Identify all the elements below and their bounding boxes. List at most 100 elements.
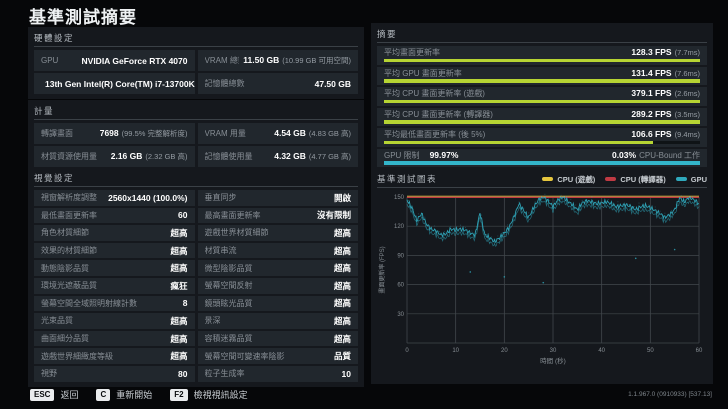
fps-bar-value: 289.2 FPS (3.5ms) <box>631 108 700 119</box>
section-divider <box>377 187 707 188</box>
legend-swatch <box>605 177 617 181</box>
setting-value: 超高 <box>333 227 351 238</box>
setting-cell: 容積迷霧品質 超高 <box>197 330 358 347</box>
benchmark-chart-panel: 基準測試圖表 CPU (遊戲) CPU (轉譯器) GPU 30 60 90 120 150… <box>371 168 713 384</box>
hardware-cell: CPU13th Gen Intel(R) Core(TM) i7-13700K <box>34 73 195 94</box>
setting-cell: 最低畫面更新率 60 <box>34 207 195 224</box>
hotkey-video-settings[interactable]: F2 檢視視訊設定 <box>170 388 248 401</box>
fps-bar-value-sub: (9.4ms) <box>674 130 700 139</box>
y-tick-label: 30 <box>397 312 404 318</box>
gpu-bound-label: GPU 限制 <box>384 150 420 160</box>
version-text: 1.1.967.0 (0910933) [537.13] <box>628 391 712 398</box>
c-key-badge: C <box>96 388 111 401</box>
setting-cell: 景深 超高 <box>197 313 358 329</box>
setting-value: 品質 <box>333 351 351 362</box>
x-axis-label: 時間 (秒) <box>540 356 566 365</box>
setting-cell: 遊戲世界細緻度等級 超高 <box>34 348 195 364</box>
fps-bar-track <box>384 99 700 103</box>
setting-value: 10 <box>341 368 351 379</box>
setting-label: 最低畫面更新率 <box>41 210 97 220</box>
setting-label: 動態陰影品質 <box>41 263 89 273</box>
fps-bar-track <box>384 140 700 144</box>
fps-bar-value-sub: (7.6ms) <box>674 68 700 78</box>
y-tick-label: 60 <box>397 283 404 289</box>
hardware-label: VRAM 總數 <box>204 56 240 65</box>
fps-bar-track <box>384 58 700 62</box>
metric-label: 記憶體使用量 <box>204 152 253 161</box>
metrics-section-title: 計量 <box>34 106 55 116</box>
gpu-bound-bar <box>384 161 700 165</box>
setting-cell: 螢幕空間可變速率陰影 品質 <box>197 348 358 364</box>
f2-key-badge: F2 <box>170 388 188 401</box>
metric-value: 4.54 GB (4.83 GB 高) <box>274 128 351 138</box>
setting-value: 超高 <box>333 298 351 309</box>
hotkey-restart-label: 重新開始 <box>116 390 153 400</box>
summary-panel: 摘要 平均畫面更新率 128.3 FPS (7.7ms) 平均 GPU 畫面更新率 13… <box>371 23 713 172</box>
setting-cell: 螢幕空間反射 超高 <box>197 277 358 294</box>
metric-value-sub: (4.83 GB 高) <box>308 129 351 138</box>
metric-cell: 記憶體使用量 4.32 GB (4.77 GB 高) <box>197 146 358 167</box>
fps-bar-value-sub: (7.7ms) <box>674 48 700 57</box>
setting-cell: 角色材質細節 超高 <box>34 225 195 241</box>
chart-grid <box>406 196 700 344</box>
y-tick-label: 150 <box>394 195 405 201</box>
metric-cell: 材質資源使用量 2.16 GB (2.32 GB 高) <box>34 146 195 167</box>
hardware-section-title: 硬體設定 <box>34 33 75 43</box>
legend-swatch <box>542 177 554 181</box>
x-tick-label: 20 <box>501 348 508 354</box>
visual-settings-grid: 視窗解析度調整 2560x1440 (100.0%) 垂直同步 開啟 最低畫面更新率 60… <box>34 190 358 382</box>
gpu-series-scatter <box>406 193 700 244</box>
setting-label: 視野 <box>41 369 57 379</box>
fps-bar-row: 平均畫面更新率 128.3 FPS (7.7ms) <box>377 46 707 65</box>
hardware-cell: GPU NVIDIA GeForce RTX 4070 <box>34 50 195 71</box>
x-tick-label: 60 <box>696 348 703 354</box>
fps-bar-track <box>384 79 700 83</box>
fps-bar-row: 平均 CPU 畫面更新率 (遊戲) 379.1 FPS (2.6ms) <box>377 87 707 106</box>
setting-value: 超高 <box>333 280 351 291</box>
fps-bar-label: 平均 CPU 畫面更新率 (遊戲) <box>384 89 485 98</box>
section-divider <box>34 119 358 120</box>
hotkey-back[interactable]: ESC 返回 <box>30 388 78 401</box>
section-divider <box>34 46 358 47</box>
hardware-value: 11.50 GB (10.99 GB 可用空間) <box>243 55 351 65</box>
setting-label: 最高畫面更新率 <box>204 210 261 220</box>
section-divider <box>377 42 707 43</box>
esc-key-badge: ESC <box>30 388 55 401</box>
setting-value: 瘋狂 <box>170 280 188 291</box>
hardware-value: 13th Gen Intel(R) Core(TM) i7-13700K <box>45 78 195 89</box>
y-tick-label: 120 <box>394 224 405 230</box>
chart-section-title: 基準測試圖表 <box>377 174 438 184</box>
fps-bar-row: 平均最低畫面更新率 (後 5%) 106.6 FPS (9.4ms) <box>377 128 707 147</box>
x-tick-label: 40 <box>598 348 605 354</box>
setting-label: 效果的材質細節 <box>41 246 97 256</box>
visual-settings-panel: 視覺設定 視窗解析度調整 2560x1440 (100.0%) 垂直同步 開啟 最低畫面… <box>28 167 364 387</box>
hardware-cell: 記憶體總數 47.50 GB <box>197 73 358 94</box>
setting-label: 遊戲世界材質細節 <box>204 228 269 238</box>
gpu-series-line <box>406 196 700 243</box>
gpu-series-line-band <box>406 200 700 247</box>
gpu-outlier-dots <box>469 248 676 284</box>
setting-cell: 螢幕空間全域照明射線計數 8 <box>34 295 195 312</box>
setting-value: 80 <box>178 368 188 379</box>
gpu-bound-row: GPU 限制 99.97% 0.03% CPU-Bound 工作 <box>377 148 707 167</box>
metric-label: 材質資源使用量 <box>41 152 97 161</box>
fps-bar <box>384 140 653 144</box>
fps-bar <box>384 79 700 83</box>
setting-label: 微型陰影品質 <box>204 263 253 273</box>
setting-label: 鏡頭眩光品質 <box>204 298 253 308</box>
fps-bar <box>384 120 700 124</box>
y-tick-label: 90 <box>397 253 404 259</box>
setting-label: 垂直同步 <box>204 193 237 203</box>
legend-item: CPU (轉譯器) <box>605 174 666 185</box>
setting-value: 超高 <box>170 351 188 362</box>
metric-value-sub: (99.5% 完整解析度) <box>121 129 188 138</box>
hotkey-restart[interactable]: C 重新開始 <box>96 388 152 401</box>
setting-value: 60 <box>178 210 188 221</box>
section-divider <box>34 186 358 187</box>
cpu-bound-value: 0.03% <box>611 149 637 160</box>
page-title: 基準測試摘要 <box>29 8 137 27</box>
hardware-value-sub: (10.99 GB 可用空間) <box>282 56 351 65</box>
setting-label: 螢幕空間可變速率陰影 <box>204 351 285 361</box>
metric-value: 7698 (99.5% 完整解析度) <box>99 128 188 138</box>
gpu-bound-value: 99.97% <box>429 149 459 160</box>
